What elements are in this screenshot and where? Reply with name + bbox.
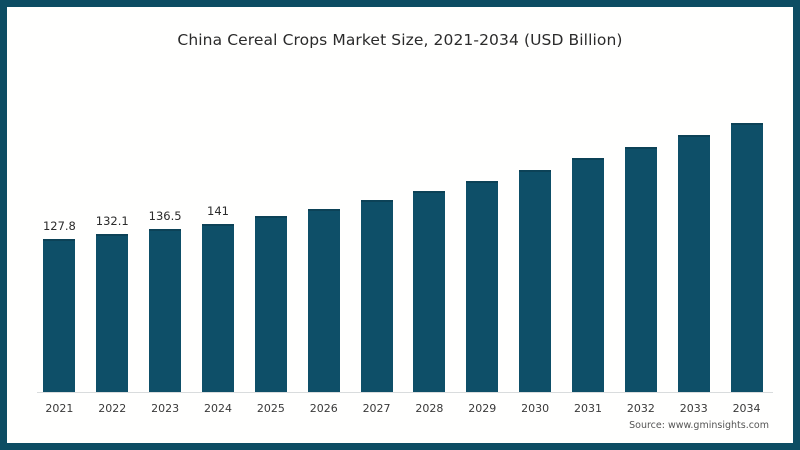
- x-tick-label: 2023: [151, 402, 180, 415]
- bar-2028[interactable]: [403, 85, 456, 392]
- bar-2030[interactable]: [509, 85, 562, 392]
- x-tick-label: 2032: [626, 402, 655, 415]
- bar-rect: [201, 223, 234, 392]
- bar-2022[interactable]: 132.1: [86, 85, 139, 392]
- bar-2027[interactable]: [350, 85, 403, 392]
- bar-rect: [519, 170, 552, 392]
- bar-value-label-2022: 132.1: [95, 214, 129, 229]
- x-tick-label: 2031: [573, 402, 602, 415]
- bar-rect: [571, 158, 604, 392]
- x-tick-label: 2030: [521, 402, 550, 415]
- bar-rect: [360, 200, 393, 392]
- x-tick-2033: 2033: [667, 397, 720, 416]
- chart-canvas: China Cereal Crops Market Size, 2021-203…: [7, 7, 793, 443]
- x-tick-2022: 2022: [86, 397, 139, 416]
- x-tick-label: 2033: [679, 402, 708, 415]
- x-tick-2021: 2021: [33, 397, 86, 416]
- bar-2025[interactable]: [244, 85, 297, 392]
- x-tick-2030: 2030: [509, 397, 562, 416]
- x-tick-label: 2027: [362, 402, 391, 415]
- bar-2024[interactable]: 141: [192, 85, 245, 392]
- x-tick-2031: 2031: [562, 397, 615, 416]
- bar-2026[interactable]: [297, 85, 350, 392]
- bar-series: 127.8 132.1 136.5 141: [33, 85, 773, 392]
- x-tick-label: 2034: [732, 402, 761, 415]
- x-tick-2028: 2028: [403, 397, 456, 416]
- x-tick-2027: 2027: [350, 397, 403, 416]
- plot-area: 127.8 132.1 136.5 141: [33, 85, 773, 393]
- bar-rect: [254, 216, 287, 392]
- bar-2034[interactable]: [720, 85, 773, 392]
- bar-rect: [466, 181, 499, 392]
- bar-rect: [413, 191, 446, 392]
- bar-rect: [677, 135, 710, 392]
- x-tick-label: 2028: [415, 402, 444, 415]
- bar-rect: [730, 122, 763, 392]
- bar-2032[interactable]: [614, 85, 667, 392]
- x-tick-2034: 2034: [720, 397, 773, 416]
- x-axis-line: [37, 392, 773, 393]
- x-tick-2025: 2025: [244, 397, 297, 416]
- x-tick-2032: 2032: [614, 397, 667, 416]
- x-tick-2026: 2026: [297, 397, 350, 416]
- x-tick-label: 2024: [203, 402, 232, 415]
- bar-2033[interactable]: [667, 85, 720, 392]
- bar-2031[interactable]: [562, 85, 615, 392]
- x-tick-2023: 2023: [139, 397, 192, 416]
- bar-rect: [307, 208, 340, 392]
- bar-value-label-2024: 141: [207, 203, 229, 218]
- x-tick-2024: 2024: [192, 397, 245, 416]
- bar-2023[interactable]: 136.5: [139, 85, 192, 392]
- bar-2021[interactable]: 127.8: [33, 85, 86, 392]
- x-tick-label: 2021: [45, 402, 74, 415]
- bar-rect: [149, 228, 182, 392]
- x-tick-2029: 2029: [456, 397, 509, 416]
- bar-2029[interactable]: [456, 85, 509, 392]
- x-tick-label: 2022: [98, 402, 127, 415]
- x-tick-label: 2026: [309, 402, 338, 415]
- bar-value-label-2023: 136.5: [148, 208, 182, 223]
- source-attribution: Source: www.gminsights.com: [629, 420, 769, 431]
- bar-rect: [96, 234, 129, 392]
- x-tick-label: 2025: [256, 402, 285, 415]
- bar-value-label-2021: 127.8: [42, 219, 76, 234]
- bar-rect: [43, 239, 76, 392]
- x-axis-tick-labels: 2021 2022 2023 2024 2025 2026 2027 2028 2029 2030…: [33, 397, 773, 417]
- bar-rect: [624, 146, 657, 392]
- x-tick-label: 2029: [468, 402, 497, 415]
- chart-title: China Cereal Crops Market Size, 2021-203…: [177, 31, 623, 49]
